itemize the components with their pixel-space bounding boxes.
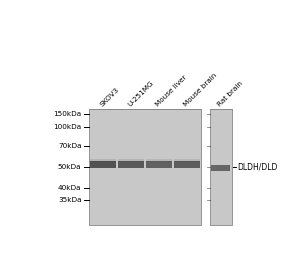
Bar [211, 165, 230, 171]
Text: DLDH/DLD: DLDH/DLD [238, 163, 278, 172]
Bar [118, 161, 144, 168]
Bar [146, 161, 172, 168]
Bar [210, 109, 232, 225]
Text: 100kDa: 100kDa [53, 124, 82, 130]
Text: Rat brain: Rat brain [216, 81, 244, 108]
Text: 150kDa: 150kDa [53, 111, 82, 117]
Text: U-251MG: U-251MG [127, 80, 155, 108]
Text: 40kDa: 40kDa [58, 185, 82, 191]
Bar [146, 159, 172, 162]
Text: 70kDa: 70kDa [58, 143, 82, 149]
Bar [118, 159, 144, 162]
Bar [89, 109, 201, 225]
Text: 35kDa: 35kDa [58, 197, 82, 203]
Bar [174, 161, 200, 168]
Bar [90, 161, 116, 168]
Text: 50kDa: 50kDa [58, 164, 82, 170]
Bar [90, 159, 116, 162]
Bar [174, 159, 200, 162]
Text: SKOV3: SKOV3 [99, 87, 120, 108]
Text: Mouse liver: Mouse liver [155, 74, 188, 108]
Text: Mouse brain: Mouse brain [183, 72, 218, 108]
